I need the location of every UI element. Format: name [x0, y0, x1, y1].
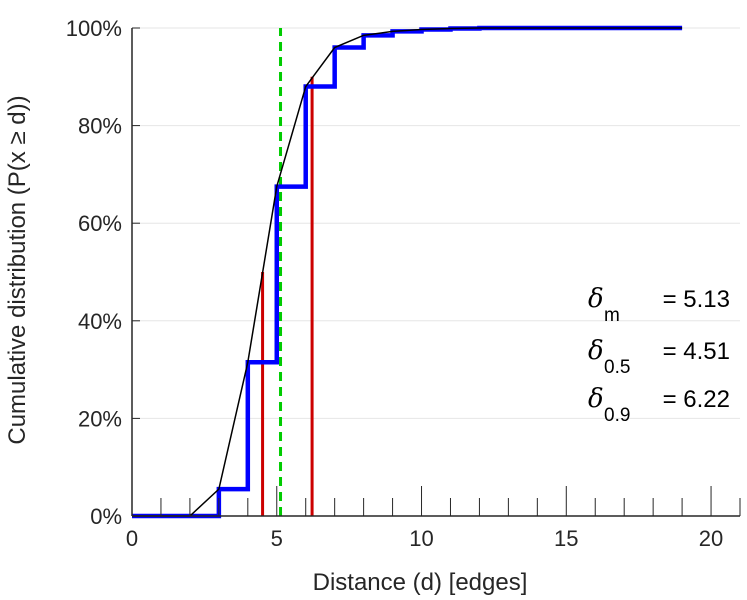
annotation-symbol-1: δ [588, 336, 604, 366]
annotation-2: δ0.9 = 6.22 [588, 384, 730, 426]
y-tick-label-2: 40% [78, 309, 122, 334]
y-tick-label-3: 60% [78, 211, 122, 236]
tick-labels: 0 5 10 15 20 0% 20% 40% 60% 80% 100% [66, 16, 724, 551]
annotation-symbol-2: δ [588, 384, 604, 414]
annotation-subscript-0: m [604, 305, 620, 326]
y-tick-label-4: 80% [78, 114, 122, 139]
annotation-symbol-0: δ [588, 284, 604, 314]
grid-layer [132, 27, 740, 419]
annotation-1: δ0.5 = 4.51 [588, 336, 730, 378]
annotation-value-0: = 5.13 [663, 286, 730, 313]
y-tick-label-0: 0% [90, 504, 122, 529]
y-axis-label: Cumulative distribution (P(x ≥ d)) [4, 95, 31, 444]
x-tick-label-4: 20 [699, 526, 723, 551]
x-tick-label-2: 10 [409, 526, 433, 551]
annotation-subscript-2: 0.9 [604, 405, 630, 426]
annotation-value-1: = 4.51 [663, 338, 730, 365]
reference-lines [261, 28, 314, 516]
axes [131, 27, 741, 517]
x-tick-label-0: 0 [126, 526, 138, 551]
y-tick-label-5: 100% [66, 16, 122, 41]
data-series [132, 25, 683, 519]
x-tick-label-3: 15 [554, 526, 578, 551]
annotation-0: δm = 5.13 [588, 284, 730, 326]
series-line-1 [132, 27, 683, 517]
annotation-subscript-1: 0.5 [604, 357, 630, 378]
x-tick-label-1: 5 [271, 526, 283, 551]
series-step-0 [132, 25, 683, 519]
y-tick-label-1: 20% [78, 406, 122, 431]
annotation-value-2: = 6.22 [663, 386, 730, 413]
x-axis-label: Distance (d) [edges] [313, 569, 528, 596]
